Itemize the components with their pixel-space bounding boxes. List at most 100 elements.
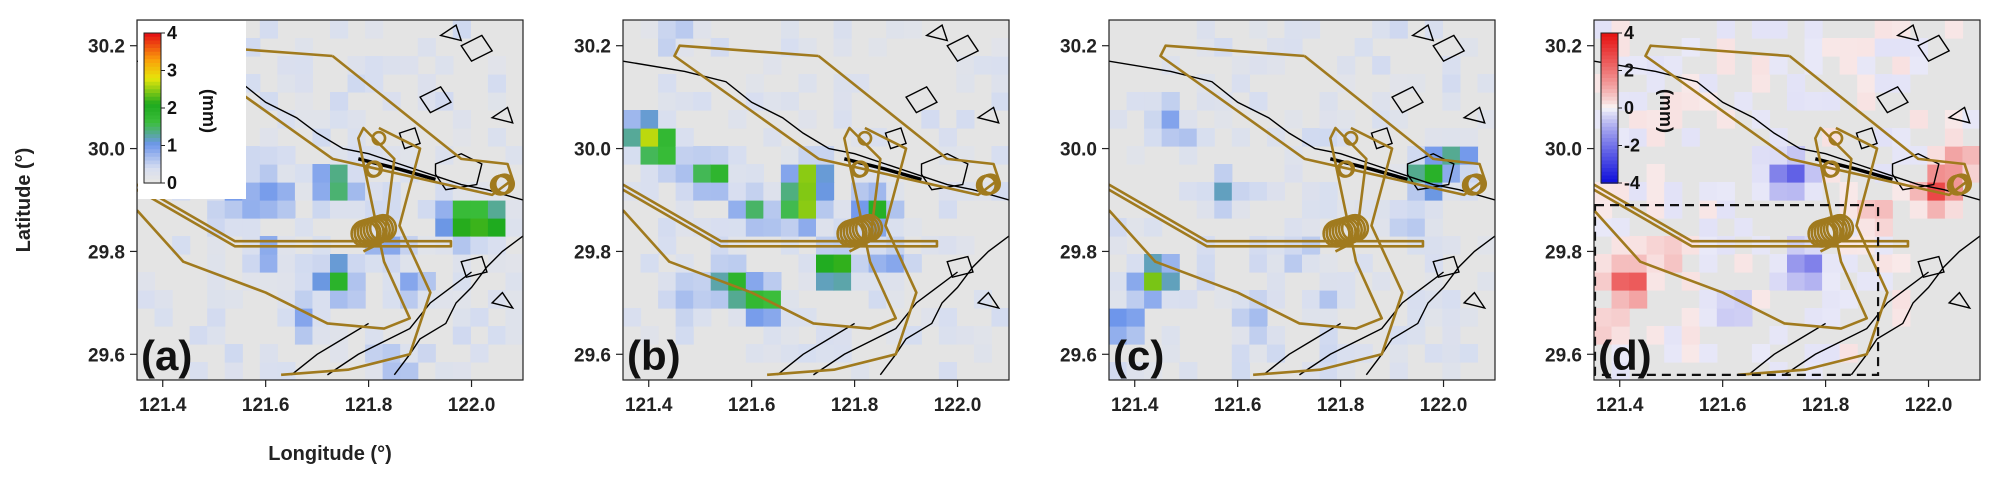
plot-frame [622,19,1010,381]
coastline [393,235,523,376]
flight-track-circle [979,173,1002,195]
y-tick-label: 30.0 [574,140,611,161]
heatmap-cell [417,74,436,93]
heatmap-cell [1459,308,1479,327]
heatmap-cell [224,344,243,363]
heatmap-cell [365,326,384,345]
heatmap-cell [1337,56,1356,75]
colorbar-tick-label: 4 [167,23,177,43]
colorbar-step [1601,115,1618,121]
heatmap-cell [1424,164,1443,183]
heatmap-cell [1144,362,1163,380]
colorbar-step [144,74,161,79]
heatmap-cell [452,326,471,345]
heatmap-cell [798,182,817,201]
heatmap-cell [1594,326,1613,345]
heatmap-cell [1892,182,1911,201]
colorbar-step [1601,81,1618,87]
heatmap-cell [1109,326,1128,345]
heatmap-cell [1477,110,1495,129]
heatmap-cell [505,218,523,237]
heatmap-cell [400,290,419,309]
colorbar-tick-label: 0 [1624,98,1634,118]
colorbar-step [1601,141,1618,147]
colorbar-step [144,171,161,177]
heatmap-cell [903,20,922,39]
heatmap-cell [693,20,712,39]
heatmap-cell [1611,326,1630,345]
heatmap-cell [487,74,507,93]
heatmap-cell [1302,308,1321,327]
heatmap-cell [1319,290,1338,309]
island [1406,152,1455,191]
x-tick-label: 121.6 [1699,395,1747,416]
heatmap-cell [1196,128,1215,147]
heatmap-cell [1302,182,1321,201]
coastline [327,271,472,376]
heatmap-cell [452,218,471,237]
panel-label: (a) [141,332,192,379]
heatmap-cell [277,164,296,183]
heatmap-cell [1126,362,1145,380]
colorbar-step [144,108,161,113]
heatmap-cell [1804,38,1823,57]
heatmap-cell [417,200,436,219]
heatmap-cell [294,38,314,57]
heatmap-cell [1839,290,1858,309]
heatmap-cell [1109,236,1128,255]
heatmap-cell [1144,110,1163,129]
colorbar-step [1601,149,1618,154]
heatmap-cell [1892,74,1911,93]
heatmap-cell [312,128,331,147]
heatmap-cells [623,20,1009,380]
heatmap-cell [1699,290,1718,309]
heatmap-cell [505,146,523,165]
colorbar-step [1601,145,1618,151]
y-tick-label: 30.2 [574,37,611,58]
heatmap-cell [1179,128,1198,147]
heatmap-cell [1407,182,1426,201]
heatmap-cell [658,110,677,129]
heatmap-cell [1769,272,1788,291]
heatmap-cell [675,128,694,147]
island [1947,106,1971,124]
colorbar-step [144,115,161,121]
colorbar-step [1601,134,1618,139]
heatmap-cell [1734,92,1753,111]
flight-track-segment [1109,183,1425,248]
colorbar-step [1601,160,1618,166]
x-tick-label: 121.4 [1111,395,1159,416]
heatmap-cell [763,218,782,237]
heatmap-cell [1646,74,1665,93]
heatmap-cell [1424,218,1443,237]
heatmap-cell [1179,362,1198,380]
colorbar-step [1601,70,1618,76]
colorbar-tick-label: 0 [167,173,177,193]
heatmap-cell [745,74,764,93]
heatmap-cell [1126,272,1145,291]
x-axis-title: Longitude (°) [268,443,392,465]
heatmap-cell [1389,74,1408,93]
heatmap-cell [1822,92,1841,111]
heatmap-cell [745,218,764,237]
heatmap-cell [1664,110,1683,129]
colorbar-step [144,81,161,87]
coastline [1784,271,1929,376]
heatmap-cell [816,254,835,273]
heatmap-cell [1179,182,1198,201]
heatmap-cell [1751,290,1771,309]
heatmap-cell [798,110,817,129]
heatmap-cell [816,182,835,201]
heatmap-cell [1319,308,1338,327]
island [1462,106,1486,124]
heatmap-cell [1944,128,1964,147]
coastline [623,60,1009,201]
coastline [813,271,958,376]
colorbar-tick-label: -2 [1624,136,1640,156]
flight-track-circle [857,130,873,146]
y-tick-label: 30.0 [88,140,125,161]
heatmap-cell [452,200,471,219]
heatmap-cell [710,38,729,57]
heatmap-cell [973,290,993,309]
heatmap-cell [780,92,800,111]
